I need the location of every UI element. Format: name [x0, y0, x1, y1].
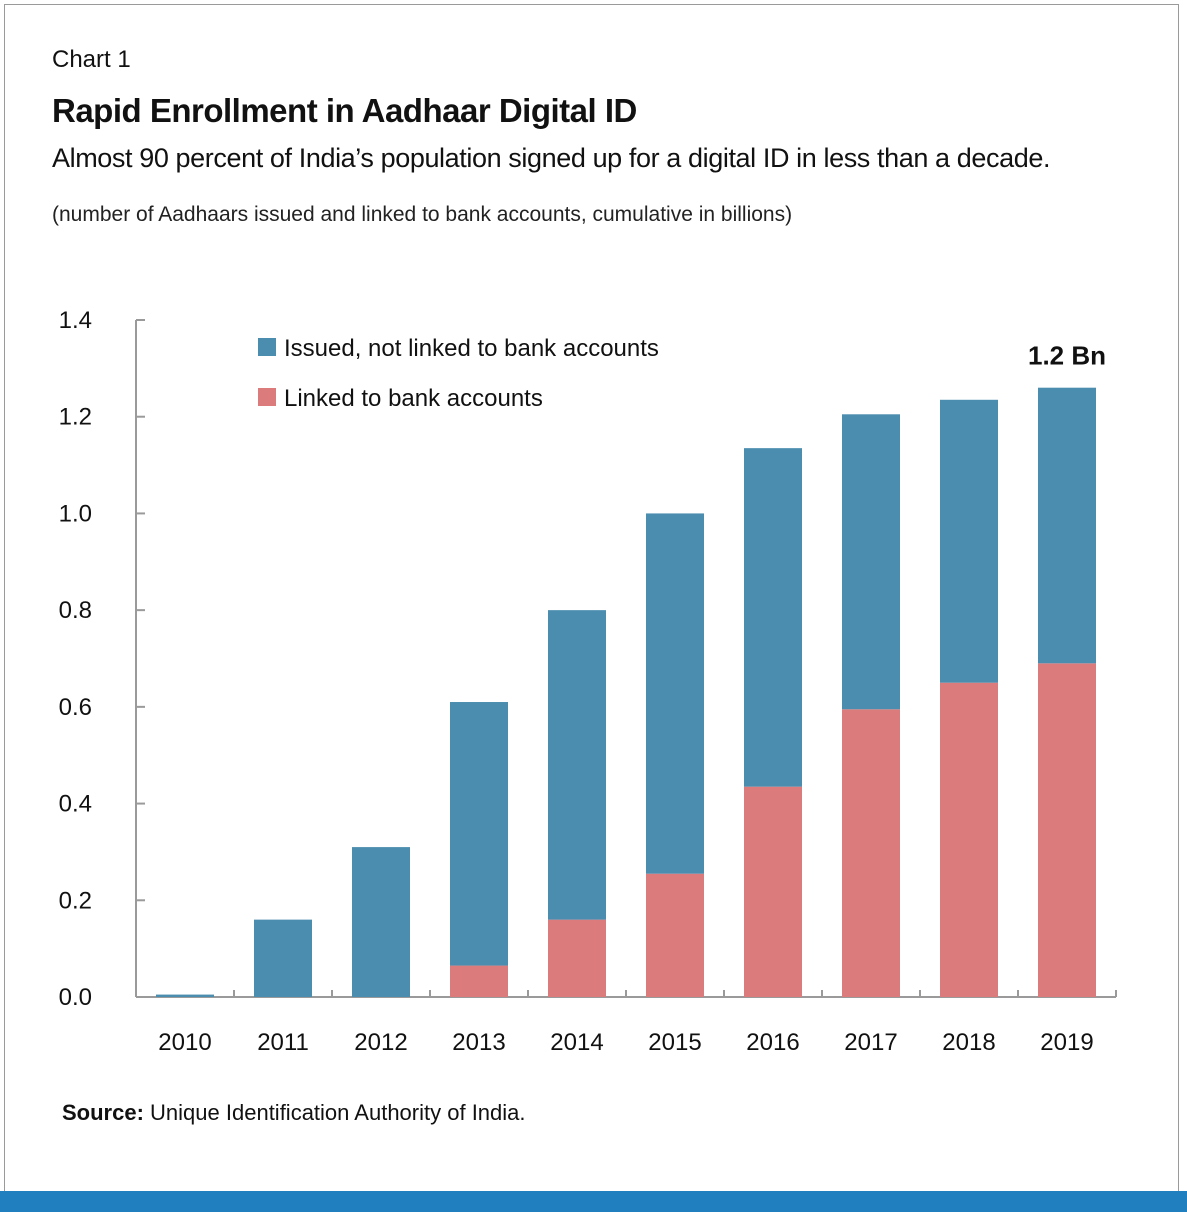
x-tick-label: 2010 [158, 1029, 211, 1056]
legend-swatch [258, 338, 276, 356]
x-tick-label: 2011 [257, 1029, 309, 1056]
bar-issued [352, 847, 410, 997]
bar-issued [646, 513, 704, 874]
bar-issued [744, 448, 802, 787]
bar-linked [646, 873, 704, 997]
bar-issued [842, 414, 900, 710]
bar-issued [254, 919, 312, 997]
x-tick-label: 2013 [452, 1029, 505, 1056]
bar-linked [842, 709, 900, 997]
bar-linked [450, 965, 508, 997]
y-tick-label: 0.0 [59, 984, 92, 1011]
x-tick-label: 2012 [354, 1029, 407, 1056]
legend-swatch [258, 388, 276, 406]
bar-issued [1038, 387, 1096, 664]
source-note: Source: Unique Identification Authority … [62, 1100, 526, 1126]
x-tick-label: 2019 [1040, 1029, 1093, 1056]
bar-issued [450, 702, 508, 966]
y-tick-label: 0.2 [59, 887, 92, 914]
y-tick-label: 0.6 [59, 694, 92, 721]
x-tick-label: 2014 [550, 1029, 603, 1056]
bottom-bar [0, 1191, 1187, 1212]
annotation-label: 1.2 Bn [1028, 341, 1106, 371]
bar-issued [940, 399, 998, 683]
source-text: Unique Identification Authority of India… [150, 1100, 526, 1125]
legend-label: Issued, not linked to bank accounts [284, 335, 659, 362]
x-tick-label: 2017 [844, 1029, 897, 1056]
chart-subtitle: Almost 90 percent of India’s population … [52, 143, 1051, 173]
x-tick-label: 2016 [746, 1029, 799, 1056]
source-label: Source: [62, 1100, 144, 1125]
bar-linked [1038, 663, 1096, 997]
y-tick-label: 1.2 [59, 404, 92, 431]
bar-issued [156, 994, 214, 997]
y-tick-label: 0.4 [59, 791, 92, 818]
y-tick-label: 0.8 [59, 597, 92, 624]
chart-title: Rapid Enrollment in Aadhaar Digital ID [52, 92, 637, 129]
x-tick-label: 2015 [648, 1029, 701, 1056]
y-tick-label: 1.0 [59, 500, 92, 527]
chart-label: Chart 1 [52, 46, 131, 73]
bar-issued [548, 610, 606, 920]
bar-linked [548, 919, 606, 997]
bar-linked [940, 682, 998, 997]
bar-linked [744, 786, 802, 997]
x-tick-label: 2018 [942, 1029, 995, 1056]
legend-label: Linked to bank accounts [284, 385, 543, 412]
units-note: (number of Aadhaars issued and linked to… [52, 203, 793, 226]
y-tick-label: 1.4 [59, 307, 92, 334]
